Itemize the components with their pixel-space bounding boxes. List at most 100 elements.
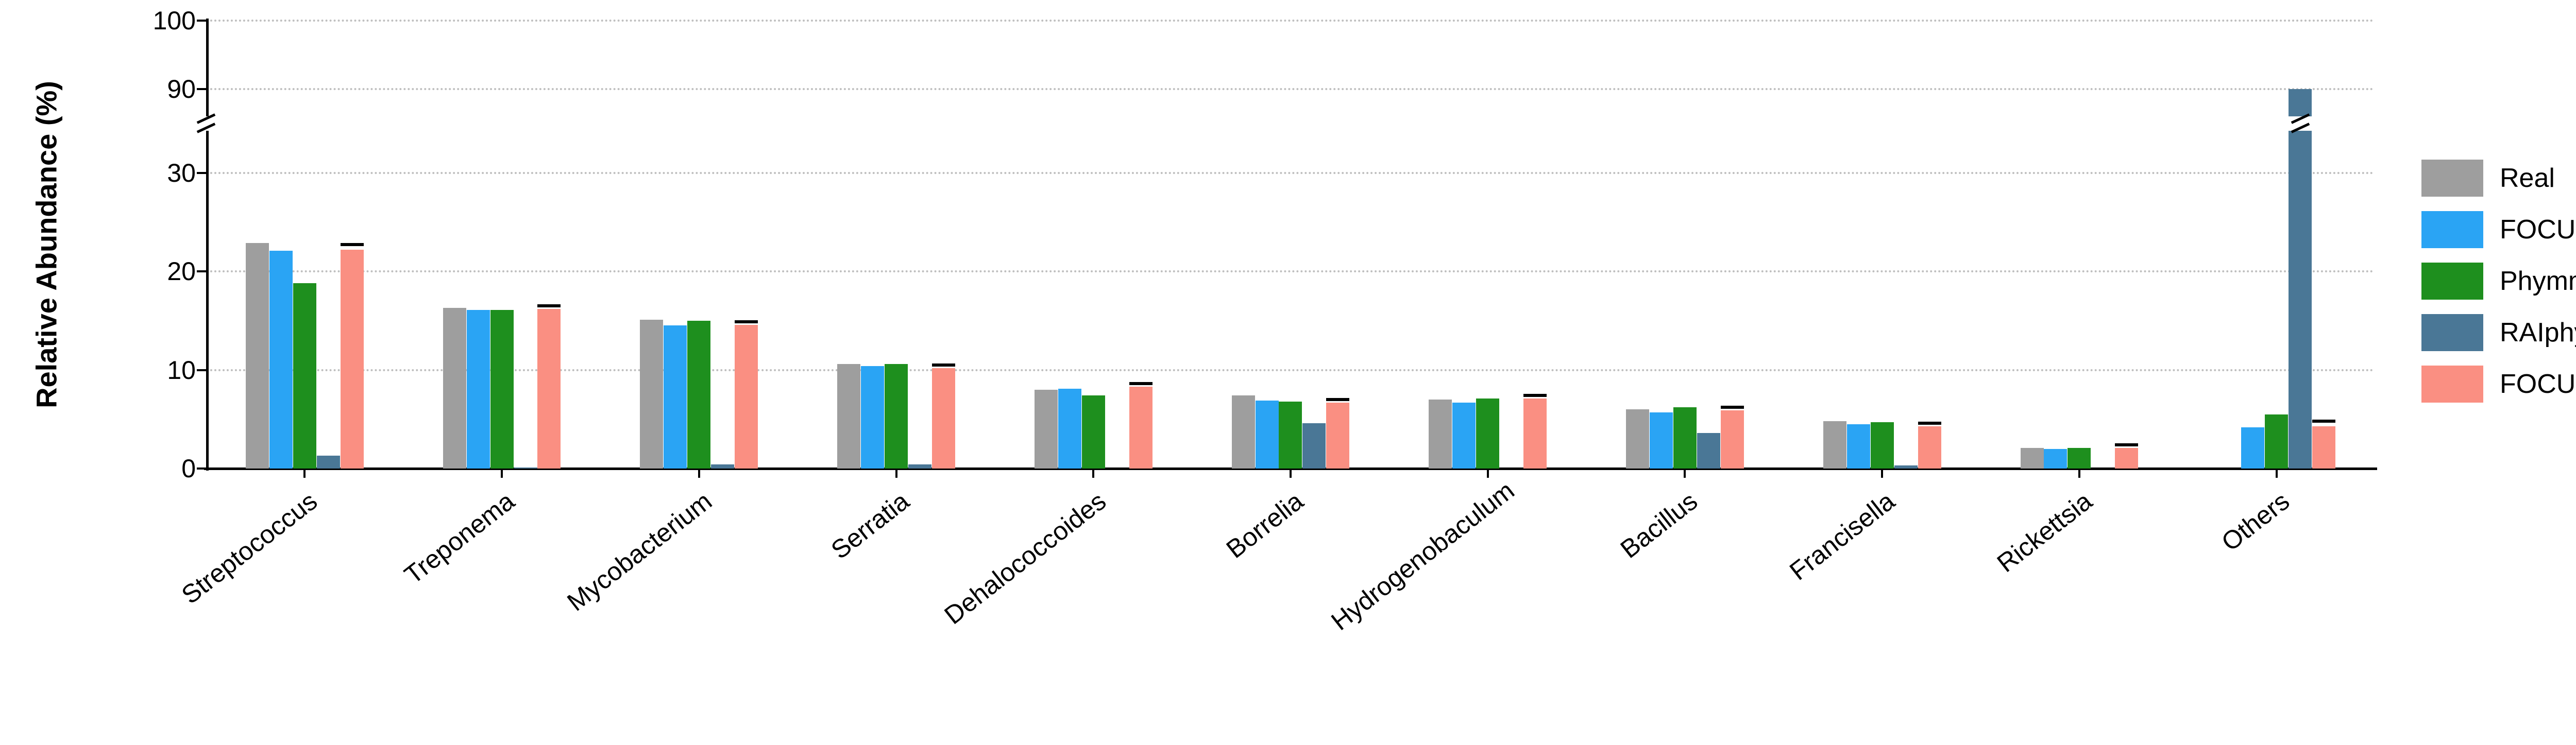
plot-area: 010203090100StreptococcusTreponemaMycoba… <box>206 21 2375 469</box>
bar <box>687 321 710 469</box>
legend-swatch <box>2421 314 2483 351</box>
bar <box>1523 399 1547 469</box>
x-tick-mark <box>303 469 306 478</box>
x-tick-mark <box>1881 469 1883 478</box>
error-bar-cap <box>1129 382 1153 385</box>
error-bar-cap <box>1523 394 1547 397</box>
x-tick-mark <box>1092 469 1094 478</box>
bar <box>317 456 340 469</box>
bar <box>1058 389 1081 469</box>
x-tick-label: Francisella <box>1720 486 1901 636</box>
bar <box>2312 426 2335 469</box>
y-tick-label: 30 <box>167 158 196 188</box>
x-tick-mark <box>2276 469 2278 478</box>
legend-swatch <box>2421 366 2483 403</box>
error-bar-cap <box>1918 422 1941 425</box>
y-tick-label: 100 <box>153 6 196 36</box>
bar <box>1082 395 1105 469</box>
legend-label: PhymmBL <box>2500 266 2576 297</box>
legend-swatch <box>2421 263 2483 300</box>
bar <box>2289 89 2312 469</box>
x-tick-label: Borrelia <box>1128 486 1309 636</box>
x-tick-label: Serratia <box>734 486 914 636</box>
error-bar-cap <box>1721 406 1744 409</box>
bar <box>640 320 663 469</box>
legend-label: Real <box>2500 163 2555 194</box>
bar <box>711 464 734 469</box>
bar <box>1847 424 1870 469</box>
x-tick-label: Mycobacterium <box>537 486 718 636</box>
x-tick-mark <box>1290 469 1292 478</box>
error-bar-cap <box>735 320 758 323</box>
bar <box>2021 448 2044 469</box>
gridline <box>206 20 2375 22</box>
bar <box>1279 402 1302 469</box>
legend-swatch <box>2421 211 2483 248</box>
bar <box>1476 399 1499 469</box>
x-tick-mark <box>2078 469 2080 478</box>
gridline <box>206 88 2375 90</box>
bar <box>1232 395 1255 469</box>
y-axis-label: Relative Abundance (%) <box>30 81 63 408</box>
bar <box>467 310 490 469</box>
bar <box>735 325 758 469</box>
bar <box>341 250 364 469</box>
bar <box>932 368 955 469</box>
y-tick-mark <box>197 88 206 90</box>
bar <box>908 464 931 469</box>
bar <box>490 310 514 469</box>
bar <box>1871 422 1894 469</box>
bar <box>861 366 884 469</box>
y-tick-label: 10 <box>167 355 196 385</box>
bar <box>2115 448 2138 469</box>
x-tick-label: Dehalococcoides <box>931 486 1112 636</box>
bar <box>514 467 537 469</box>
bar <box>269 251 293 469</box>
bar <box>1918 426 1941 469</box>
bar <box>1650 412 1673 469</box>
bar <box>1721 410 1744 469</box>
legend-item: FOCUS (mean) <box>2421 366 2576 403</box>
bar <box>2241 427 2264 469</box>
x-tick-mark <box>698 469 700 478</box>
bar <box>1673 407 1697 469</box>
gridline <box>206 172 2375 174</box>
error-bar-cap <box>2115 443 2138 446</box>
x-tick-mark <box>895 469 897 478</box>
legend-item: Real <box>2421 160 2576 197</box>
x-tick-mark <box>1487 469 1489 478</box>
x-tick-label: Hydrogenobaculum <box>1326 486 1506 636</box>
y-tick-label: 90 <box>167 74 196 104</box>
legend-item: RAIphy <box>2421 314 2576 351</box>
bar <box>443 308 466 469</box>
y-tick-mark <box>197 20 206 22</box>
x-tick-mark <box>501 469 503 478</box>
x-tick-label: Streptococcus <box>142 486 323 636</box>
x-tick-label: Treponema <box>340 486 520 636</box>
y-tick-label: 0 <box>181 454 196 483</box>
bar <box>537 309 561 469</box>
chart-container: 010203090100StreptococcusTreponemaMycoba… <box>0 0 2576 745</box>
legend-swatch <box>2421 160 2483 197</box>
x-tick-label: Others <box>2114 486 2295 636</box>
error-bar-cap <box>932 363 955 367</box>
error-bar-cap <box>2312 420 2335 423</box>
error-bar-cap <box>1326 398 1349 401</box>
y-tick-mark <box>197 270 206 272</box>
bar <box>1129 387 1153 469</box>
bar <box>1697 433 1720 469</box>
x-tick-mark <box>1684 469 1686 478</box>
bar <box>1823 421 1846 469</box>
bar <box>1035 390 1058 469</box>
bar <box>293 283 316 469</box>
gridline <box>206 270 2375 272</box>
bar <box>1256 401 1279 469</box>
legend-item: FOCUS <box>2421 211 2576 248</box>
bar <box>837 364 860 469</box>
legend-label: FOCUS <box>2500 214 2576 245</box>
y-axis-line <box>206 19 209 471</box>
bar <box>1429 400 1452 469</box>
x-tick-label: Bacillus <box>1522 486 1703 636</box>
bar <box>2044 449 2067 469</box>
legend-item: PhymmBL <box>2421 263 2576 300</box>
